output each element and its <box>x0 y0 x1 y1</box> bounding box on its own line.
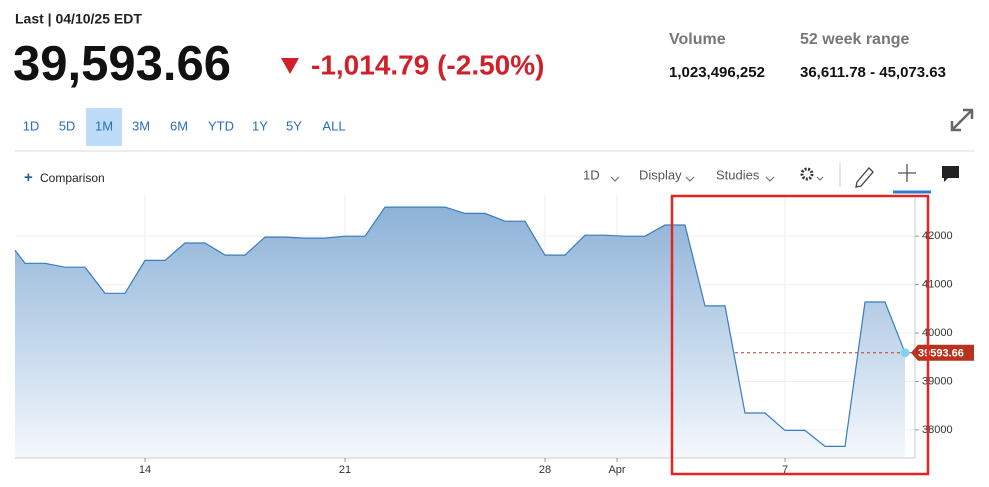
volume: 1,023,496,252 <box>669 64 765 81</box>
settings-icon[interactable] <box>800 167 814 181</box>
comment-icon[interactable] <box>942 166 959 182</box>
range-buttons: 1D 5D 1M 3M 6M YTD 1Y 5Y ALL <box>23 108 346 146</box>
active-range-bg <box>86 108 122 146</box>
last-label: Last | 04/10/25 EDT <box>15 11 142 27</box>
y-tick-label: 42000 <box>922 230 953 242</box>
x-tick-label: 7 <box>782 464 788 476</box>
price: 39,593.66 <box>13 37 231 91</box>
range-button[interactable]: 3M <box>132 118 150 133</box>
volume-label: Volume <box>669 31 726 48</box>
range-button[interactable]: 5Y <box>286 118 302 133</box>
x-tick-label: 14 <box>139 464 151 476</box>
chart: 38000 39000 40000 41000 42000 14 21 28 Apr 7 39593… <box>14 195 974 476</box>
last-price-label: 39593.66 <box>918 348 964 360</box>
crosshair-icon[interactable] <box>898 164 916 182</box>
x-tick-label: 28 <box>539 464 551 476</box>
studies-button[interactable]: Studies <box>716 167 760 182</box>
range-button[interactable]: 1M <box>95 118 113 133</box>
range-label: 52 week range <box>800 31 910 48</box>
fullscreen-icon[interactable] <box>950 108 974 132</box>
chevrons <box>610 176 824 182</box>
y-tick-label: 40000 <box>922 327 953 339</box>
y-tick-label: 38000 <box>922 424 953 436</box>
down-arrow <box>281 58 299 74</box>
price-line <box>14 206 906 447</box>
x-tick-label: Apr <box>608 464 625 476</box>
area <box>15 207 905 458</box>
range-button[interactable]: 1D <box>23 118 40 133</box>
range-button[interactable]: 1Y <box>252 118 268 133</box>
x-tick-label: 21 <box>339 464 351 476</box>
draw-icon[interactable] <box>855 167 874 188</box>
range-button[interactable]: YTD <box>208 118 234 133</box>
display-button[interactable]: Display <box>639 167 682 182</box>
range-button[interactable]: 6M <box>170 118 188 133</box>
range-button[interactable]: ALL <box>322 118 345 133</box>
comparison-button[interactable]: Comparison <box>40 171 105 185</box>
interval-button[interactable]: 1D <box>583 167 600 182</box>
y-tick-label: 39000 <box>922 375 953 387</box>
range-button[interactable]: 5D <box>59 118 76 133</box>
last-point <box>900 348 910 358</box>
y-tick-label: 41000 <box>922 279 953 291</box>
plus-icon: + <box>24 169 33 186</box>
range: 36,611.78 - 45,073.63 <box>800 64 946 81</box>
change: -1,014.79 (-2.50%) <box>311 49 544 80</box>
highlight-box <box>670 194 930 476</box>
